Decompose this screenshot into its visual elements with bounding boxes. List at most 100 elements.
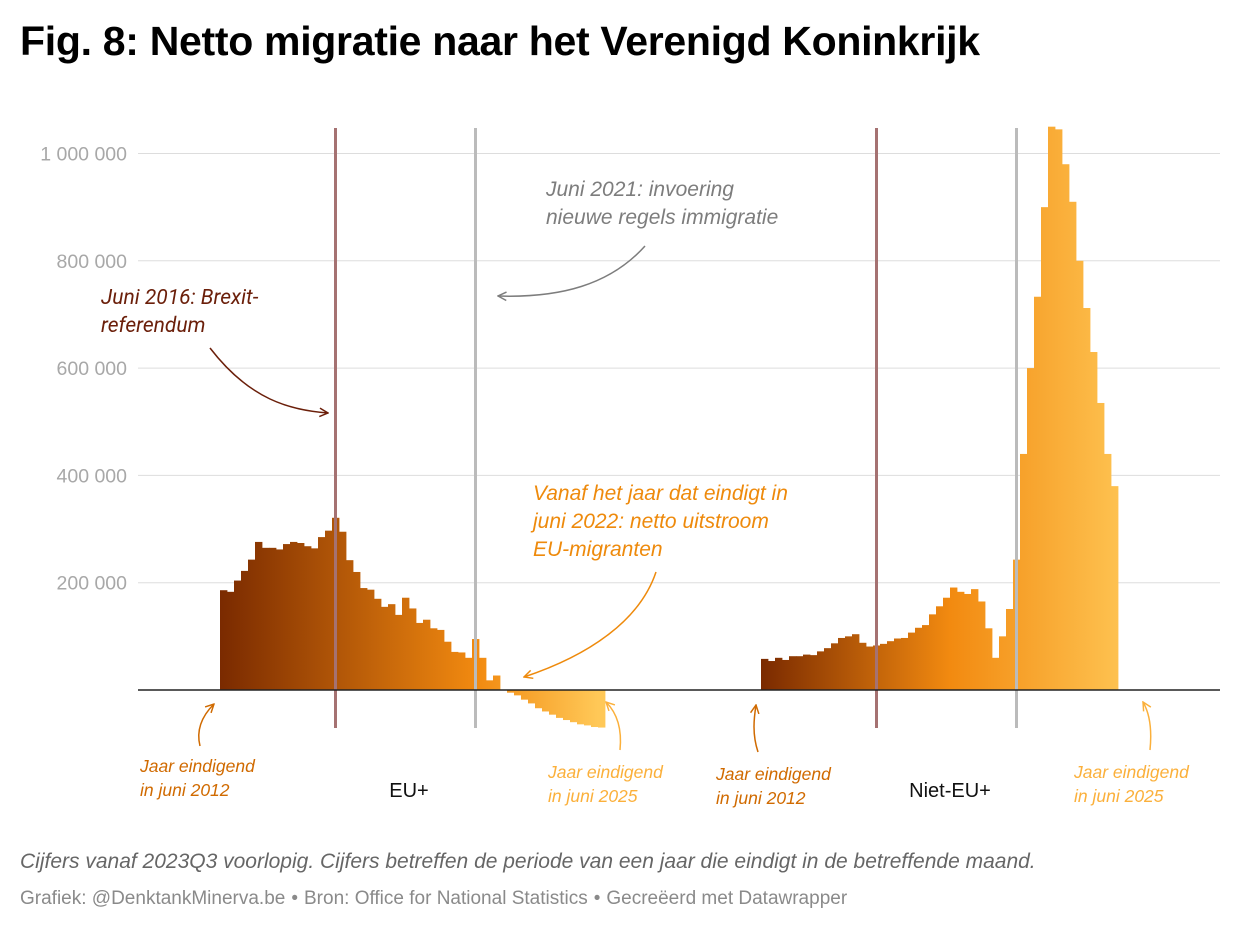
chart-area: 200 000 400 000 600 000 800 000 1 000 000 Ju… [40,126,1220,808]
bar [880,643,888,690]
bar [1104,453,1112,690]
bar [964,593,972,690]
bar [311,548,319,690]
eu-end-label-line-1: Jaar eindigend [547,762,664,782]
bar [318,537,326,690]
bar [852,634,860,690]
bar [255,541,263,690]
y-tick-label: 800 000 [57,251,128,273]
bar [486,680,494,690]
bar [437,629,445,690]
bar [908,632,916,690]
bar [1020,453,1028,690]
bar [430,628,438,690]
eu-start-label-line-2: in juni 2012 [140,780,230,800]
bar [416,622,424,690]
bar [248,559,256,690]
bar [409,608,417,690]
footer-credit: Grafiek: @DenktankMinerva.be [20,888,286,909]
bar [824,648,832,690]
bar [521,690,529,700]
bar [346,560,354,690]
annotation-net-outflow: Vanaf het jaar dat eindigt in juni 2022:… [530,482,794,561]
y-tick-label: 200 000 [57,573,128,595]
bar [276,549,284,690]
footer-tool: Gecreëerd met Datawrapper [606,888,848,909]
bar [549,690,557,715]
noneu-end-arrow [1143,702,1152,751]
bar [283,544,291,690]
bar [985,628,993,690]
bar [262,547,270,690]
bar [381,606,389,690]
bar [577,690,585,725]
footer-separator-1: • [291,888,298,909]
bar [992,657,1000,690]
annotation-new-rules-arrow [498,245,646,296]
bar [775,657,783,690]
bar [782,659,790,690]
bar [444,641,452,690]
bar [395,614,403,690]
bar [339,531,347,690]
bar [761,658,769,690]
panel-label-noneu: Niet-EU+ [909,780,991,802]
bar [570,690,578,723]
bar [971,589,979,690]
bar [845,636,853,690]
bar [220,590,228,690]
bar [978,601,986,690]
panel-label-eu: EU+ [389,780,428,802]
bar [402,597,410,690]
eu-end-label-line-2: in juni 2025 [548,786,638,806]
bar [831,643,839,690]
eu-start-arrow [198,704,214,747]
bar [598,690,606,728]
footer-separator-2: • [593,888,601,909]
bar [1034,296,1042,690]
bar-series-noneu [761,126,1119,691]
bar [1062,164,1070,691]
y-tick-label: 400 000 [57,465,128,487]
annotation-new-rules-line-2: nieuwe regels immigratie [546,206,778,229]
annotation-net-outflow-line-3: EU-migranten [533,538,663,561]
bar [838,637,846,690]
noneu-start-label-line-2: in juni 2012 [716,788,806,808]
bar [768,661,776,690]
bar [999,636,1007,690]
bar [584,690,592,726]
bar [367,589,375,690]
bar [1083,308,1091,690]
bar [353,571,361,690]
bar [1097,402,1105,690]
noneu-end-label: Jaar eindigend in juni 2025 [1073,762,1194,806]
eu-end-label: Jaar eindigend in juni 2025 [547,762,668,806]
noneu-end-label-line-1: Jaar eindigend [1073,762,1190,782]
noneu-start-label: Jaar eindigend in juni 2012 [715,764,836,808]
bar [493,675,501,690]
bar [1076,260,1084,690]
annotation-new-rules: Juni 2021: invoering nieuwe regels immig… [545,178,778,229]
bar [542,690,550,712]
annotation-brexit: Juni 2016: Brexit- referendum [101,286,264,338]
y-tick-label: 600 000 [57,358,128,380]
bar [866,646,874,690]
annotation-net-outflow-line-1: Vanaf het jaar dat eindigt in [533,482,788,505]
bar [810,655,818,690]
chart-note: Cijfers vanaf 2023Q3 voorlopig. Cijfers … [20,850,1036,873]
bar [374,598,382,690]
noneu-start-arrow [754,705,758,753]
bar [556,690,564,718]
eu-start-label-line-1: Jaar eindigend [139,756,256,776]
noneu-start-label-line-1: Jaar eindigend [715,764,832,784]
noneu-end-label-line-2: in juni 2025 [1074,786,1164,806]
bar [957,591,965,690]
bar [423,619,431,690]
bar [1006,608,1014,690]
bar [227,591,235,690]
bar [591,690,599,728]
bar [451,651,459,690]
bar [1111,486,1119,690]
bar [360,588,368,690]
bar [388,604,396,690]
